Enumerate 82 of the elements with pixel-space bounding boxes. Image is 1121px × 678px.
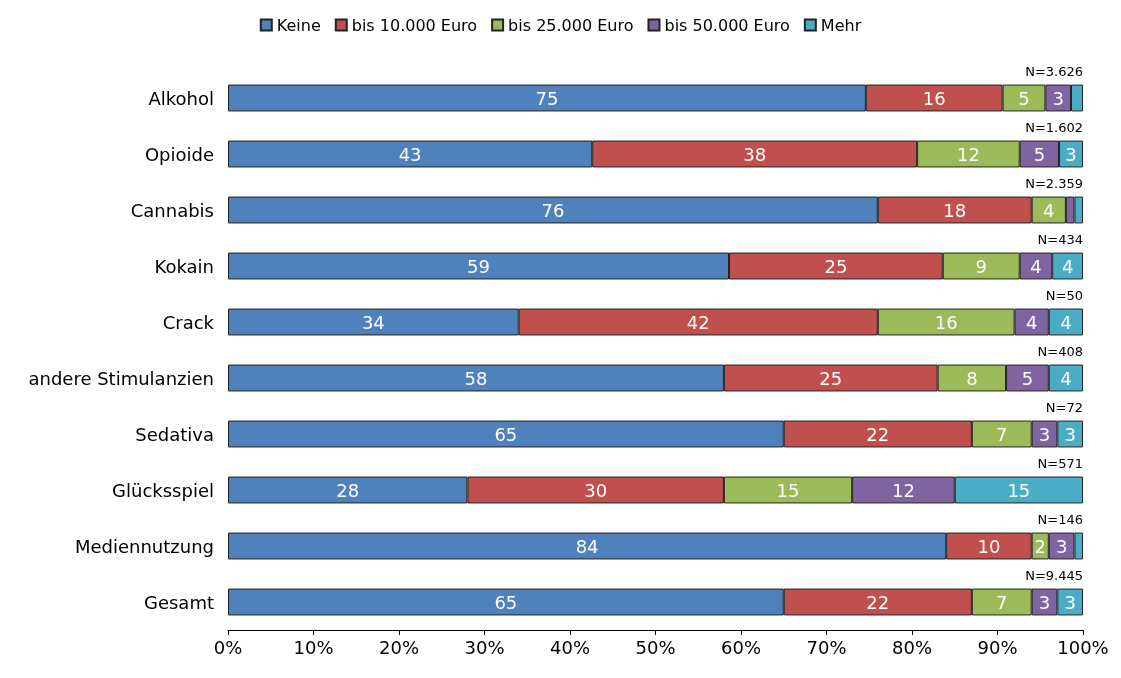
- data-label: 59: [467, 255, 490, 277]
- data-label: 3: [1038, 591, 1051, 613]
- data-label: 65: [494, 591, 518, 613]
- data-label: 7: [996, 423, 1008, 445]
- x-tick-label: 20%: [378, 636, 420, 658]
- annotation: N=9.445: [1025, 568, 1083, 583]
- data-label: 8: [966, 367, 978, 389]
- data-label: 3: [1064, 591, 1076, 613]
- annotation: N=1.602: [1025, 120, 1083, 135]
- x-tick-label: 90%: [977, 636, 1018, 658]
- y-tick-label: Crack: [162, 311, 215, 333]
- data-label: 76: [541, 199, 565, 221]
- data-label: 38: [743, 143, 767, 165]
- y-tick-label: Glücksspiel: [112, 479, 214, 501]
- data-label: 15: [1007, 479, 1031, 501]
- data-label: 18: [943, 199, 967, 221]
- annotation: N=50: [1045, 288, 1083, 303]
- annotation: N=3.626: [1025, 64, 1083, 79]
- data-label: 16: [934, 311, 958, 333]
- data-label: 9: [975, 255, 987, 277]
- y-tick-label: Cannabis: [130, 199, 214, 221]
- data-label: 58: [464, 367, 488, 389]
- data-label: 3: [1038, 423, 1051, 445]
- data-label: 15: [776, 479, 800, 501]
- x-tick-label: 80%: [891, 636, 933, 658]
- y-tick-label: Mediennutzung: [74, 535, 214, 557]
- data-label: 12: [892, 479, 915, 501]
- data-label: 84: [575, 535, 599, 557]
- data-label: 30: [584, 479, 608, 501]
- y-tick-label: Sedativa: [135, 423, 214, 445]
- data-label: 4: [1030, 255, 1042, 277]
- data-label: 3: [1052, 87, 1064, 109]
- x-tick-label: 100%: [1057, 636, 1109, 658]
- data-label: 4: [1060, 367, 1072, 389]
- data-label: 4: [1043, 199, 1055, 221]
- annotation: N=72: [1045, 400, 1083, 415]
- legend-label: bis 50.000 Euro: [664, 15, 790, 35]
- data-label: 4: [1025, 311, 1038, 333]
- data-label: 5: [1033, 143, 1046, 165]
- data-label: 3: [1065, 143, 1077, 165]
- annotation: N=2.359: [1025, 176, 1083, 191]
- legend-label: bis 10.000 Euro: [351, 15, 478, 35]
- annotation: N=571: [1037, 456, 1083, 471]
- data-label: 3: [1055, 535, 1068, 557]
- data-label: 25: [824, 255, 848, 277]
- data-label: 34: [361, 311, 385, 333]
- data-label: 5: [1021, 367, 1034, 389]
- y-tick-label: Alkohol: [148, 87, 214, 109]
- x-tick-label: 0%: [213, 636, 243, 658]
- data-label: 16: [922, 87, 946, 109]
- data-label: 22: [866, 423, 890, 445]
- data-label: 3: [1064, 423, 1076, 445]
- data-label: 10: [977, 535, 1001, 557]
- data-label: 12: [956, 143, 980, 165]
- data-label: 7: [996, 591, 1008, 613]
- x-tick-label: 60%: [720, 636, 762, 658]
- x-tick-label: 70%: [806, 636, 847, 658]
- y-tick-label: andere Stimulanzien: [28, 367, 214, 389]
- annotation: N=408: [1037, 344, 1083, 359]
- x-tick-label: 50%: [635, 636, 676, 658]
- data-label: 25: [819, 367, 843, 389]
- data-label: 22: [866, 591, 890, 613]
- data-label: 42: [686, 311, 710, 333]
- legend-label: Mehr: [820, 15, 862, 35]
- legend-label: Keine: [276, 15, 321, 35]
- data-label: 65: [494, 423, 518, 445]
- x-tick-label: 30%: [464, 636, 505, 658]
- data-label: 75: [535, 87, 559, 109]
- y-tick-label: Gesamt: [143, 591, 214, 613]
- x-tick-label: 40%: [549, 636, 591, 658]
- annotation: N=146: [1037, 512, 1083, 527]
- data-label: 43: [398, 143, 422, 165]
- data-label: 2: [1034, 535, 1046, 557]
- data-label: 4: [1061, 255, 1074, 277]
- legend-label: bis 25.000 Euro: [508, 15, 634, 35]
- data-label: 28: [336, 479, 360, 501]
- data-label: 4: [1060, 311, 1072, 333]
- data-label: 5: [1018, 87, 1030, 109]
- annotation: N=434: [1037, 232, 1083, 247]
- x-tick-label: 10%: [293, 636, 334, 658]
- y-tick-label: Kokain: [154, 255, 214, 277]
- y-tick-label: Opioide: [144, 143, 214, 165]
